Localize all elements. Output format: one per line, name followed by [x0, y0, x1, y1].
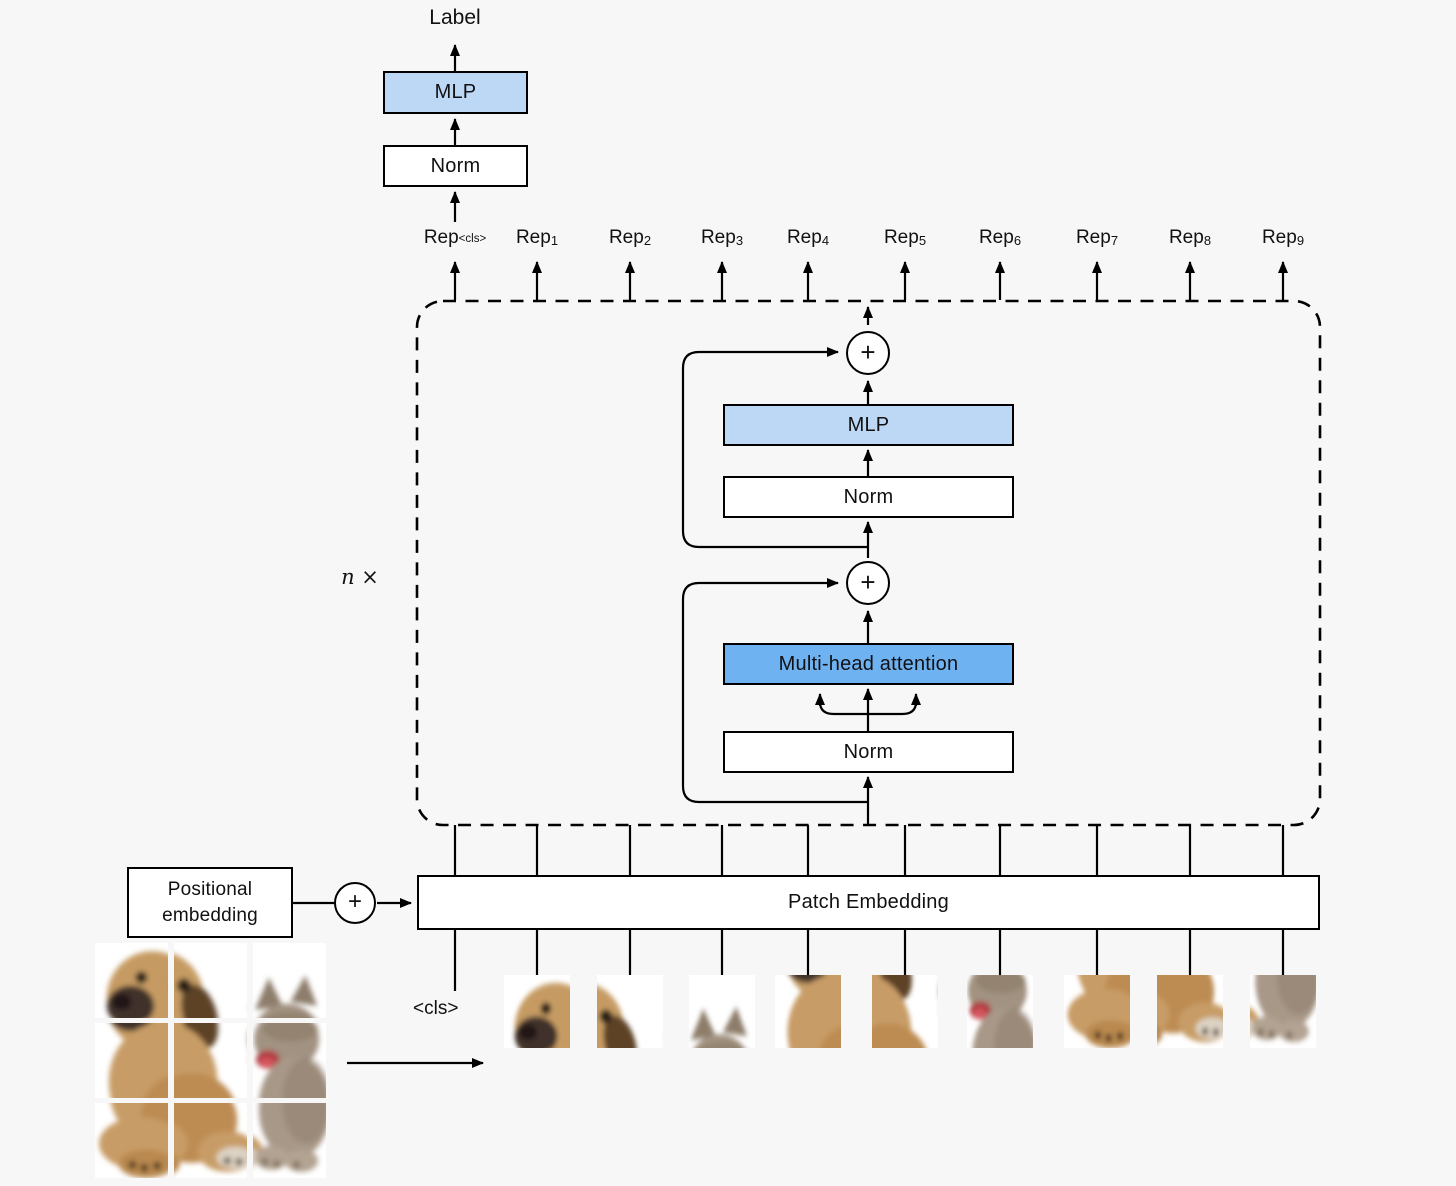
rep-label-7: Rep 7	[1075, 227, 1119, 248]
residual-sum-top: +	[846, 331, 890, 375]
token-to-embedding-lines	[453, 930, 1285, 991]
encoder-repeat-label: n ×	[341, 565, 379, 589]
patch-embedding-box: Patch Embedding	[417, 875, 1320, 930]
rep-label-6: Rep 6	[978, 227, 1022, 248]
patch-thumbnail-6	[967, 975, 1033, 1048]
rep-label-cls: Rep <cls>	[423, 227, 487, 248]
patch-thumbnail-2	[597, 975, 663, 1048]
rep-label-1: Rep 1	[515, 227, 559, 248]
rep-label-5: Rep 5	[883, 227, 927, 248]
rep-label-2: Rep 2	[608, 227, 652, 248]
multi-head-attention-box: Multi-head attention	[723, 643, 1014, 685]
classifier-norm-box: Norm	[383, 145, 528, 187]
patch-thumbnail-5	[872, 975, 938, 1048]
image-grid-cell-3	[253, 943, 326, 1018]
embedding-to-encoder-lines	[453, 825, 1285, 876]
rep-output-arrows	[450, 261, 1288, 300]
encoder-norm-mlp-box: Norm	[723, 476, 1014, 518]
image-grid-cell-4	[95, 1023, 168, 1098]
positional-sum: +	[334, 882, 376, 924]
qkv-arrows	[815, 693, 921, 716]
rep-label-9: Rep 9	[1261, 227, 1305, 248]
encoder-mlp-box: MLP	[723, 404, 1014, 446]
image-grid-cell-6	[253, 1023, 326, 1098]
rep-label-8: Rep 8	[1168, 227, 1212, 248]
patch-thumbnail-7	[1064, 975, 1130, 1048]
image-grid-cell-1	[95, 943, 168, 1018]
image-grid-cell-9	[253, 1103, 326, 1178]
classifier-mlp-box: MLP	[383, 71, 528, 114]
patch-thumbnail-1	[504, 975, 570, 1048]
patch-thumbnail-3	[689, 975, 755, 1048]
image-grid-cell-2	[174, 943, 247, 1018]
cls-token-label: <cls>	[413, 998, 459, 1019]
output-label: Label	[429, 6, 481, 29]
image-grid-cell-7	[95, 1103, 168, 1178]
image-grid-cell-5	[174, 1023, 247, 1098]
positional-embedding-box: Positional embedding	[127, 867, 293, 938]
patch-thumbnail-9	[1250, 975, 1316, 1048]
residual-sum-mid: +	[846, 561, 890, 605]
image-grid-cell-8	[174, 1103, 247, 1178]
residual-skip-connections	[681, 347, 868, 804]
encoder-norm-attn-box: Norm	[723, 731, 1014, 773]
patch-thumbnail-4	[775, 975, 841, 1048]
rep-label-3: Rep 3	[700, 227, 744, 248]
patch-thumbnail-8	[1157, 975, 1223, 1048]
rep-label-4: Rep 4	[786, 227, 830, 248]
